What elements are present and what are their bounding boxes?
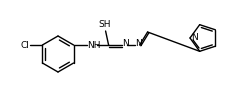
Text: SH: SH — [98, 20, 111, 29]
Text: NH: NH — [88, 40, 101, 49]
Text: N: N — [191, 33, 198, 43]
Text: N: N — [123, 39, 129, 48]
Text: N: N — [136, 39, 142, 48]
Text: Cl: Cl — [20, 40, 29, 49]
